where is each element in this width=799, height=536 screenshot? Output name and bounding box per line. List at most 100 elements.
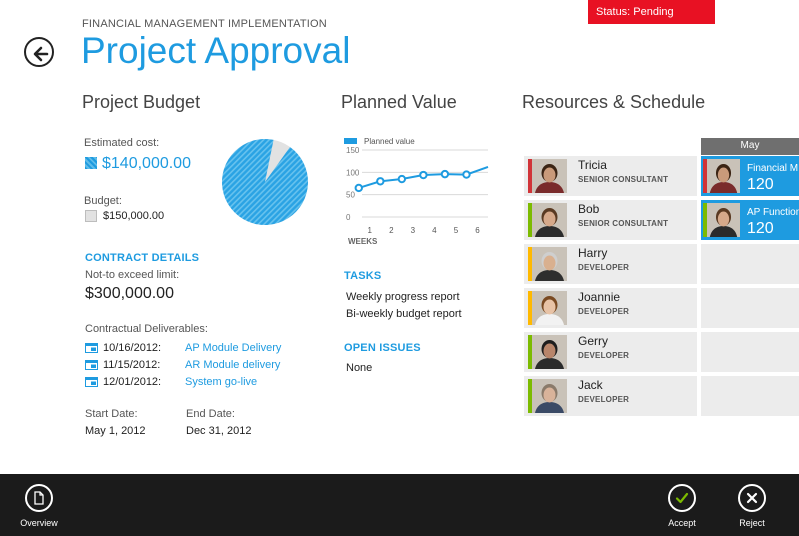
avatar (532, 335, 567, 369)
reject-button[interactable]: Reject (722, 484, 782, 528)
back-button[interactable] (24, 37, 54, 67)
resource-row[interactable]: Tricia SENIOR CONSULTANT (524, 156, 697, 196)
assignment-title: Financial M (747, 163, 799, 174)
overview-label: Overview (20, 518, 58, 528)
data-point (440, 169, 450, 179)
x-tick-label: 1 (368, 226, 373, 235)
schedule-assignment[interactable]: AP Function 120 (701, 200, 799, 240)
resource-name: Tricia (578, 158, 607, 172)
x-axis-label: WEEKS (348, 237, 378, 246)
avatar-photo-icon (532, 335, 567, 369)
deliverable-link[interactable]: AP Module Delivery (185, 341, 282, 354)
legend-label: Planned value (364, 137, 415, 146)
avatar-photo-icon (707, 203, 740, 237)
deliverables-list: 10/16/2012: AP Module Delivery 11/15/201… (85, 339, 281, 390)
checkmark-icon (675, 492, 689, 504)
avatar (532, 159, 567, 193)
resource-row[interactable]: Gerry DEVELOPER (524, 332, 697, 372)
avatar (532, 379, 567, 413)
assignment-hours: 120 (747, 220, 774, 237)
data-point (462, 170, 471, 179)
nte-label: Not-to exceed limit: (85, 269, 180, 281)
resource-row[interactable]: Harry DEVELOPER (524, 244, 697, 284)
back-arrow-icon (33, 46, 49, 62)
end-date-value: Dec 31, 2012 (186, 425, 252, 437)
resources-list: Tricia SENIOR CONSULTANT Bob SENIOR CONSULT… (524, 156, 697, 420)
planned-value-heading: Planned Value (341, 92, 457, 112)
data-point (354, 183, 363, 193)
resource-color-bar (528, 291, 532, 325)
list-item[interactable]: Bi-weekly budget report (346, 308, 462, 320)
deliverable-date: 12/01/2012: (103, 375, 162, 388)
avatar-photo-icon (532, 203, 567, 237)
document-icon (34, 491, 44, 505)
avatar-photo-icon (707, 159, 740, 193)
budget-swatch (85, 210, 97, 222)
estimated-swatch (85, 157, 97, 169)
tasks-heading: TASKS (344, 270, 382, 282)
resource-color-bar (528, 159, 532, 193)
x-tick-label: 2 (389, 226, 394, 235)
resource-role: DEVELOPER (578, 395, 630, 404)
calendar-icon (85, 343, 98, 353)
tasks-list: Weekly progress report Bi-weekly budget … (346, 289, 462, 323)
start-date-label: Start Date: (85, 408, 138, 420)
resource-name: Joannie (578, 290, 621, 304)
close-icon (746, 492, 758, 504)
deliverable-link[interactable]: System go-live (185, 375, 258, 388)
open-issues-value: None (346, 362, 373, 374)
assignment-title: AP Function (747, 207, 799, 218)
schedule-assignment[interactable]: Financial M 120 (701, 156, 799, 196)
list-item[interactable]: 11/15/2012: AR Module delivery (85, 356, 281, 373)
x-tick-label: 4 (432, 226, 437, 235)
accept-button[interactable]: Accept (652, 484, 712, 528)
avatar-photo-icon (532, 159, 567, 193)
budget-value: $150,000.00 (103, 210, 165, 222)
list-item[interactable]: Weekly progress report (346, 291, 460, 303)
resource-color-bar (528, 379, 532, 413)
deliverable-date: 10/16/2012: (103, 341, 162, 354)
planned-value-chart: Planned value 150 100 50 0 1 2 3 4 5 6 WEEKS (344, 137, 489, 246)
project-supertitle: FINANCIAL MANAGEMENT IMPLEMENTATION (82, 18, 327, 30)
schedule-column: Financial M 120 AP Function 120 (701, 156, 799, 420)
start-date-value: May 1, 2012 (85, 425, 146, 437)
data-point (397, 174, 407, 184)
end-date-label: End Date: (186, 408, 235, 420)
list-item[interactable]: 10/16/2012: AP Module Delivery (85, 339, 281, 356)
budget-heading: Project Budget (82, 92, 201, 112)
x-tick-label: 5 (454, 226, 459, 235)
status-badge: Status: Pending (588, 0, 715, 24)
resource-row[interactable]: Bob SENIOR CONSULTANT (524, 200, 697, 240)
y-tick-label: 150 (346, 146, 360, 155)
overview-button[interactable]: Overview (9, 484, 69, 528)
y-tick-label: 100 (346, 168, 360, 177)
resource-row[interactable]: Joannie DEVELOPER (524, 288, 697, 328)
avatar (532, 291, 567, 325)
data-point (376, 177, 385, 186)
schedule-month-header: May (701, 138, 799, 155)
assignment-hours: 120 (747, 176, 774, 193)
estimated-cost-value: $140,000.00 (102, 155, 191, 172)
legend-swatch (344, 138, 357, 144)
x-tick-label: 3 (411, 226, 416, 235)
deliverables-label: Contractual Deliverables: (85, 323, 208, 335)
calendar-icon (85, 360, 98, 370)
data-point (419, 170, 428, 180)
resource-role: DEVELOPER (578, 263, 630, 272)
accept-label: Accept (668, 518, 696, 528)
app-bar: Overview Accept Reject (0, 474, 799, 536)
list-item[interactable]: 12/01/2012: System go-live (85, 373, 281, 390)
avatar-photo-icon (532, 291, 567, 325)
y-tick-label: 50 (346, 191, 355, 200)
resource-color-bar (528, 203, 532, 237)
open-issues-heading: OPEN ISSUES (344, 342, 421, 354)
budget-label: Budget: (84, 195, 122, 207)
resources-heading: Resources & Schedule (522, 92, 706, 112)
schedule-cell (701, 288, 799, 328)
resource-role: DEVELOPER (578, 307, 630, 316)
deliverable-link[interactable]: AR Module delivery (185, 358, 281, 371)
nte-value: $300,000.00 (85, 285, 174, 302)
resource-row[interactable]: Jack DEVELOPER (524, 376, 697, 416)
assignment-color-bar (703, 203, 707, 237)
reject-label: Reject (739, 518, 765, 528)
